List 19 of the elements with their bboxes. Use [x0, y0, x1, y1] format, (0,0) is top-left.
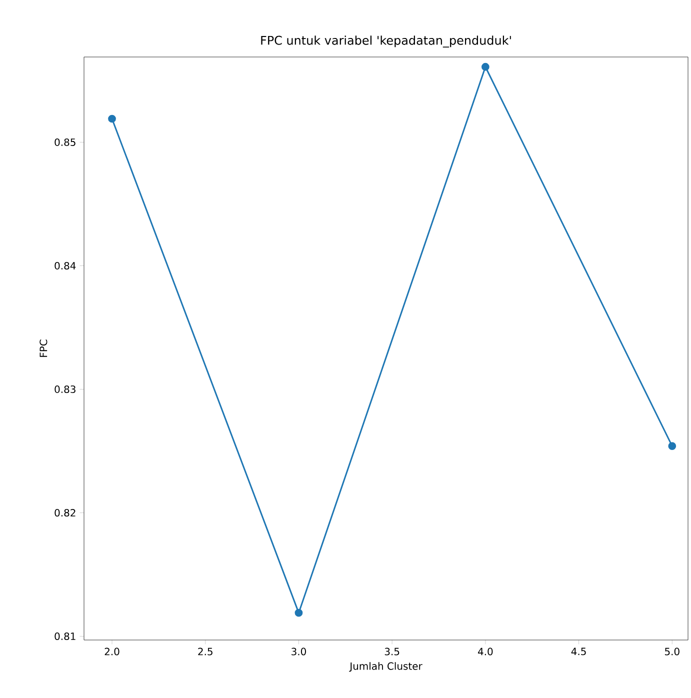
y-tick-label: 0.82 [54, 508, 76, 517]
x-tick-label: 5.0 [664, 648, 680, 656]
x-tick-label: 3.5 [384, 648, 400, 656]
y-tick-label: 0.85 [54, 138, 76, 146]
point [668, 442, 676, 450]
x-tick-label: 2.5 [198, 648, 212, 656]
x-axis-title: Jumlah Cluster [349, 662, 422, 672]
point [481, 62, 490, 71]
point [294, 608, 303, 617]
x-tick-label: 4.0 [478, 648, 493, 656]
x-tick-label: 2.0 [104, 648, 120, 656]
x-tick-label: 4.5 [571, 648, 586, 656]
y-tick-label: 0.81 [54, 632, 76, 640]
point [108, 114, 116, 123]
y-tick-label: 0.84 [54, 262, 76, 270]
y-tick-label: 0.83 [54, 385, 76, 394]
y-axis-title: FPC [40, 340, 48, 357]
x-tick-label: 3.0 [292, 648, 306, 656]
chart-title: FPC untuk variabel 'kepadatan_penduduk' [261, 36, 511, 48]
